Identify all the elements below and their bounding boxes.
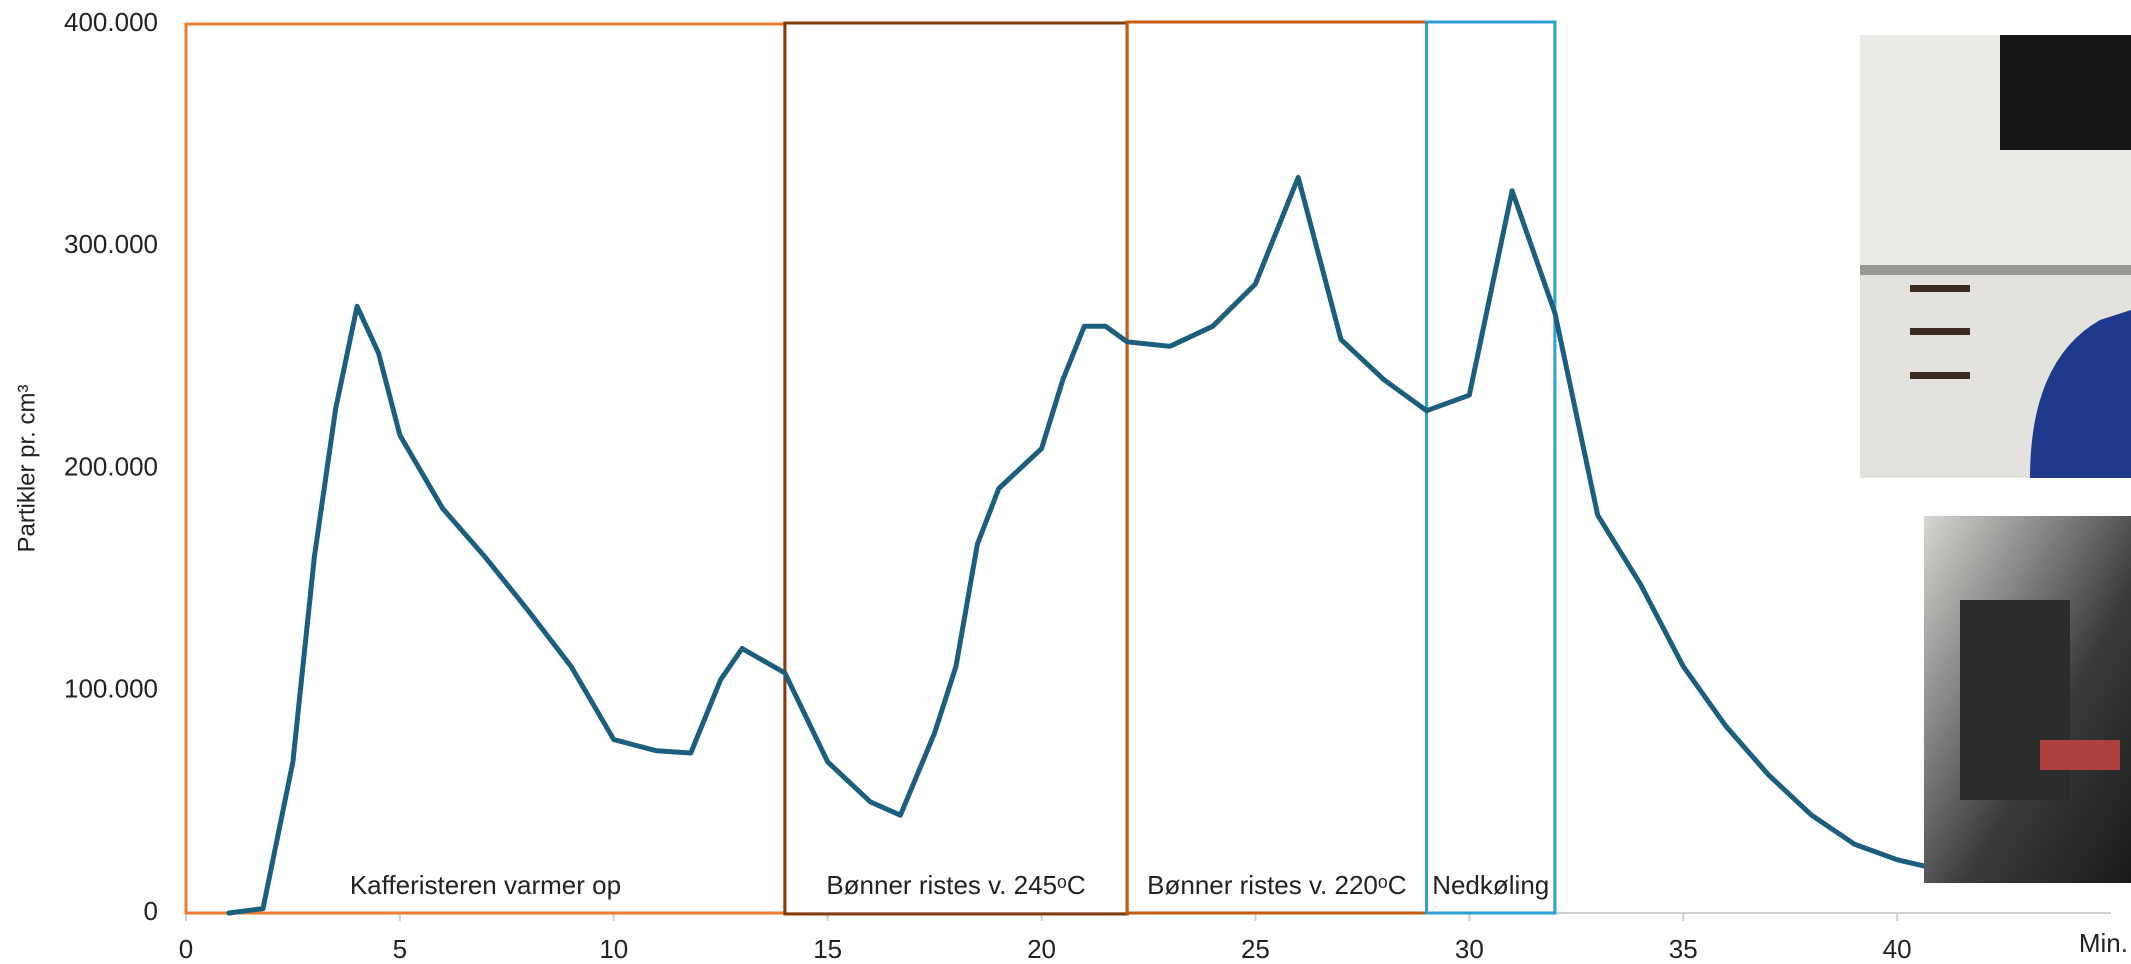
x-tick-label: 15 <box>813 934 842 964</box>
data-line <box>229 177 1940 913</box>
plot: 0 100.000 200.000 300.000 400.000 0 5 10 15 20 25 3… <box>13 7 2128 964</box>
y-tick-label: 0 <box>144 896 158 926</box>
y-tick-label: 300.000 <box>64 229 158 259</box>
y-tick-label: 400.000 <box>64 7 158 37</box>
photo <box>1924 516 2131 883</box>
chart: 0 100.000 200.000 300.000 400.000 0 5 10 15 20 25 3… <box>0 0 2131 964</box>
phase-label: Bønner ristes v. 220ᵒC <box>1147 870 1406 900</box>
phase-box <box>1127 22 1426 913</box>
x-tick-label: 40 <box>1883 934 1912 964</box>
phase-label: Bønner ristes v. 245ᵒC <box>826 870 1085 900</box>
photo <box>1860 35 2131 478</box>
x-tick-label: 30 <box>1455 934 1484 964</box>
x-tick-label: 20 <box>1027 934 1056 964</box>
x-axis-label: Min. <box>2079 928 2128 958</box>
phase-box <box>785 23 1127 914</box>
y-tick-label: 100.000 <box>64 674 158 704</box>
phase-box <box>186 24 785 913</box>
x-tick-label: 35 <box>1669 934 1698 964</box>
x-tick-label: 5 <box>393 934 407 964</box>
y-axis-label: Partikler pr. cm³ <box>13 384 40 552</box>
x-tick-label: 10 <box>599 934 628 964</box>
y-tick-label: 200.000 <box>64 451 158 481</box>
x-tick-label: 25 <box>1241 934 1270 964</box>
phase-label: Kafferisteren varmer op <box>350 870 621 900</box>
phase-label: Nedkøling <box>1432 870 1549 900</box>
phase-box <box>1427 22 1555 913</box>
x-tick-label: 0 <box>179 934 193 964</box>
